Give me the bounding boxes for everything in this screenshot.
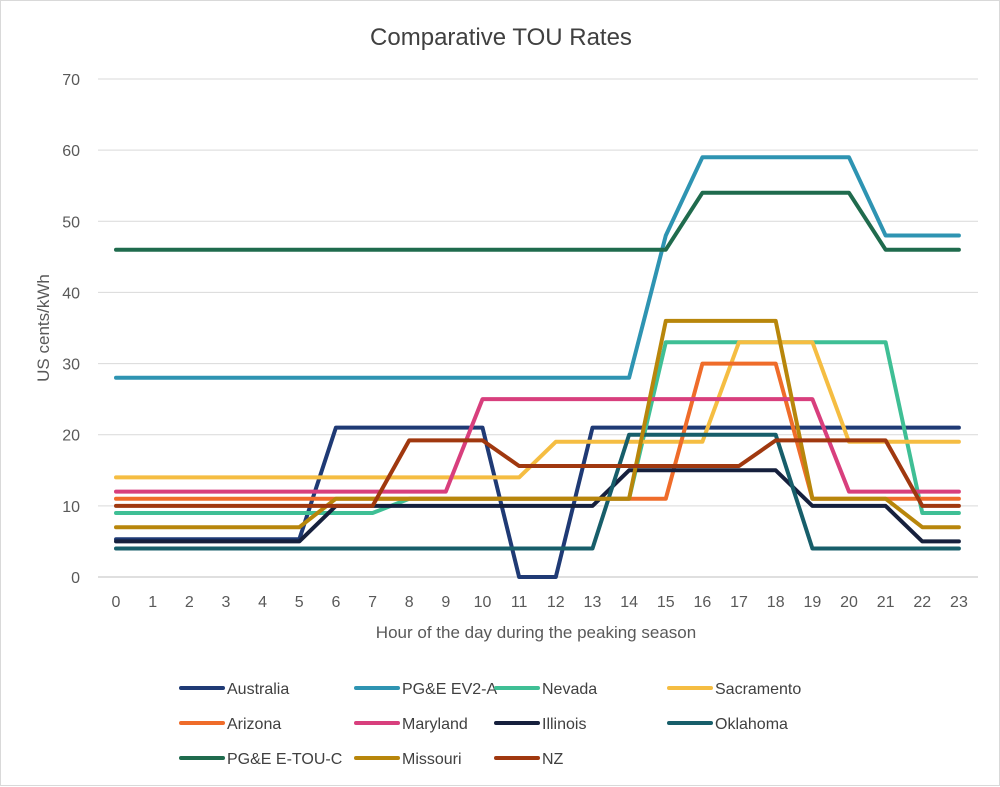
x-tick-16: 16	[694, 594, 712, 611]
x-tick-8: 8	[405, 594, 414, 611]
legend-item-australia: Australia	[179, 681, 289, 698]
legend-label-pg-e-e-tou-c: PG&E E-TOU-C	[227, 751, 342, 768]
legend-label-maryland: Maryland	[402, 716, 468, 733]
legend-item-oklahoma: Oklahoma	[667, 716, 788, 733]
x-tick-13: 13	[584, 594, 602, 611]
series-line-missouri	[114, 318, 961, 530]
x-tick-19: 19	[803, 594, 821, 611]
x-tick-3: 3	[221, 594, 230, 611]
legend-label-illinois: Illinois	[542, 716, 586, 733]
x-tick-5: 5	[295, 594, 304, 611]
y-tick-30: 30	[62, 357, 80, 374]
x-tick-22: 22	[913, 594, 931, 611]
legend-label-nevada: Nevada	[542, 681, 597, 698]
x-tick-18: 18	[767, 594, 785, 611]
series-line-maryland	[114, 397, 961, 494]
legend-label-missouri: Missouri	[402, 751, 462, 768]
legend-label-nz: NZ	[542, 751, 564, 768]
x-tick-2: 2	[185, 594, 194, 611]
y-tick-0: 0	[71, 570, 80, 587]
series-line-sacramento	[114, 340, 961, 480]
series-line-pg-e-e-tou-c	[114, 190, 961, 252]
x-tick-12: 12	[547, 594, 565, 611]
x-tick-0: 0	[112, 594, 121, 611]
x-tick-labels: 0 1 2 3 4 5 6 7 8 9 10 11 12 13 14 15 16 17 18 19 20 21 22 23	[112, 594, 968, 611]
legend-label-australia: Australia	[227, 681, 289, 698]
legend-item-missouri: Missouri	[354, 751, 462, 768]
legend-item-nevada: Nevada	[494, 681, 597, 698]
legend-item-nz: NZ	[494, 751, 564, 768]
x-tick-15: 15	[657, 594, 675, 611]
y-tick-50: 50	[62, 214, 80, 231]
y-tick-20: 20	[62, 428, 80, 445]
y-tick-40: 40	[62, 285, 80, 302]
series-line-illinois	[114, 468, 961, 544]
series-line-australia	[114, 425, 961, 579]
legend-label-sacramento: Sacramento	[715, 681, 801, 698]
x-tick-21: 21	[877, 594, 895, 611]
x-tick-4: 4	[258, 594, 267, 611]
x-tick-1: 1	[148, 594, 157, 611]
legend-item-sacramento: Sacramento	[667, 681, 801, 698]
x-tick-10: 10	[474, 594, 492, 611]
legend-label-pg-e-ev2-a: PG&E EV2-A	[402, 681, 497, 698]
legend-label-oklahoma: Oklahoma	[715, 716, 788, 733]
series-line-oklahoma	[114, 432, 961, 551]
series-lines	[114, 155, 961, 579]
legend-item-pg-e-e-tou-c: PG&E E-TOU-C	[179, 751, 342, 768]
x-tick-11: 11	[511, 594, 528, 611]
legend-item-pg-e-ev2-a: PG&E EV2-A	[354, 681, 497, 698]
legend-item-illinois: Illinois	[494, 716, 586, 733]
x-tick-17: 17	[730, 594, 748, 611]
y-tick-70: 70	[62, 72, 80, 89]
x-tick-7: 7	[368, 594, 377, 611]
x-tick-20: 20	[840, 594, 858, 611]
x-tick-6: 6	[331, 594, 340, 611]
grid-lines	[98, 78, 978, 578]
legend-label-arizona: Arizona	[227, 716, 281, 733]
legend: Australia PG&E EV2-A Nevada Sacramento Arizo…	[179, 681, 801, 768]
legend-item-arizona: Arizona	[179, 716, 281, 733]
y-tick-60: 60	[62, 143, 80, 160]
y-axis-label: US cents/kWh	[34, 274, 53, 382]
x-tick-14: 14	[620, 594, 638, 611]
x-tick-23: 23	[950, 594, 968, 611]
chart-title: Comparative TOU Rates	[370, 24, 632, 51]
y-tick-labels: 0 10 20 30 40 50 60 70	[62, 72, 80, 587]
series-line-pg-e-ev2-a	[114, 155, 961, 380]
series-line-nz	[114, 438, 961, 508]
y-tick-10: 10	[62, 499, 80, 516]
legend-item-maryland: Maryland	[354, 716, 468, 733]
x-tick-9: 9	[441, 594, 450, 611]
x-axis-label: Hour of the day during the peaking seaso…	[376, 623, 696, 642]
